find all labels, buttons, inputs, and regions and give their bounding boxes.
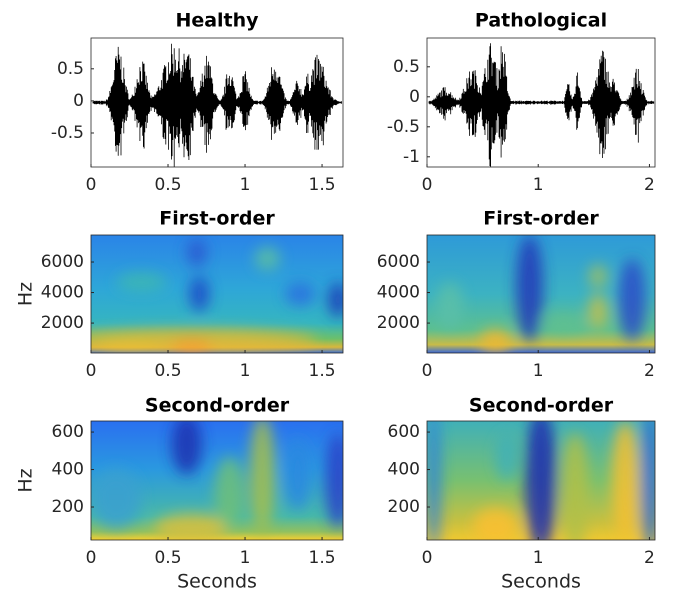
chart-title: Healthy xyxy=(175,10,259,32)
x-tick-label: 1.5 xyxy=(309,548,336,568)
plot-area xyxy=(427,421,655,540)
plot-area xyxy=(91,421,343,540)
plot-area xyxy=(91,235,343,353)
y-tick-label: 2000 xyxy=(377,313,420,333)
y-tick-label: 600 xyxy=(388,422,420,442)
y-tick-label: 0 xyxy=(73,91,84,111)
heatmap-blob xyxy=(541,314,587,333)
x-tick-label: 1 xyxy=(240,548,251,568)
x-tick-label: 0.5 xyxy=(154,548,181,568)
y-axis-label: Hz xyxy=(15,282,37,306)
heatmap-blob xyxy=(249,421,275,535)
heatmap-blob xyxy=(285,438,311,511)
heatmap-blob xyxy=(436,282,464,330)
heatmap-blob xyxy=(327,282,343,318)
plot-area xyxy=(427,38,655,167)
x-tick-label: 1 xyxy=(533,175,544,195)
x-tick-label: 1.5 xyxy=(309,175,336,195)
heatmap-blob xyxy=(171,337,212,353)
heatmap-blob xyxy=(561,432,589,540)
chart-title: Pathological xyxy=(475,10,607,32)
x-tick-label: 0.5 xyxy=(154,175,181,195)
heatmap-blob xyxy=(325,432,343,529)
chart-title: First-order xyxy=(483,208,599,230)
heatmap-blob xyxy=(472,507,519,540)
x-tick-label: 1.5 xyxy=(309,361,336,381)
x-axis-label: Seconds xyxy=(177,571,257,593)
y-tick-label: -1 xyxy=(403,147,420,167)
chart-title: Second-order xyxy=(469,395,614,417)
heatmap-texture xyxy=(436,235,646,353)
y-tick-label: 200 xyxy=(52,497,84,517)
y-tick-label: 6000 xyxy=(377,252,420,272)
x-tick-label: 1 xyxy=(240,361,251,381)
y-tick-label: 400 xyxy=(52,460,84,480)
x-tick-label: 0 xyxy=(422,361,433,381)
axes-box xyxy=(426,420,656,541)
x-tick-label: 0 xyxy=(86,175,97,195)
x-tick-label: 2 xyxy=(644,548,655,568)
y-tick-label: 400 xyxy=(388,460,420,480)
heatmap-blob xyxy=(495,432,519,481)
heatmap-blob xyxy=(515,235,544,342)
heatmap-texture xyxy=(91,238,343,353)
x-tick-label: 1 xyxy=(240,175,251,195)
y-tick-label: -0.5 xyxy=(51,123,84,143)
chart-title: First-order xyxy=(159,208,275,230)
heatmap-blob xyxy=(214,456,245,529)
chart-title: Second-order xyxy=(145,395,290,417)
plot-area xyxy=(427,235,655,353)
heatmap-blob xyxy=(285,282,316,306)
heatmap-blob xyxy=(154,513,230,540)
heatmap-blob xyxy=(186,238,207,267)
axes-box xyxy=(426,37,656,168)
y-tick-label: -0.5 xyxy=(387,117,420,137)
x-tick-label: 0 xyxy=(86,361,97,381)
axes-box xyxy=(90,37,344,168)
heatmap-blob xyxy=(525,421,557,540)
heatmap-blob xyxy=(427,421,441,540)
heatmap-blob xyxy=(171,421,202,475)
heatmap-blob xyxy=(641,421,655,540)
axes-box xyxy=(90,420,344,541)
heatmap-texture xyxy=(427,421,655,540)
heatmap-blob xyxy=(479,329,512,353)
y-tick-label: 0 xyxy=(409,87,420,107)
x-tick-label: 2 xyxy=(644,361,655,381)
waveform-trace xyxy=(92,43,342,167)
y-tick-label: 600 xyxy=(52,422,84,442)
heatmap-texture xyxy=(91,421,343,540)
y-axis-label: Hz xyxy=(15,468,37,492)
x-tick-label: 0.5 xyxy=(154,361,181,381)
heatmap-blob xyxy=(189,276,210,312)
heatmap-blob xyxy=(611,421,640,540)
axes-box xyxy=(90,234,344,354)
heatmap-blob xyxy=(588,294,608,330)
heatmap-blob xyxy=(618,258,646,342)
heatmap-blob xyxy=(588,264,608,289)
x-axis-label: Seconds xyxy=(501,571,581,593)
waveform-trace xyxy=(428,43,655,167)
x-tick-label: 2 xyxy=(644,175,655,195)
heatmap-blob xyxy=(98,341,160,353)
heatmap-blob xyxy=(116,272,167,292)
y-tick-label: 0.5 xyxy=(393,57,420,77)
y-tick-label: 4000 xyxy=(377,283,420,303)
axes-box xyxy=(426,234,656,354)
x-tick-label: 0 xyxy=(422,548,433,568)
y-tick-label: 2000 xyxy=(41,313,84,333)
x-tick-label: 0 xyxy=(86,548,97,568)
y-tick-label: 200 xyxy=(388,497,420,517)
x-tick-label: 0 xyxy=(422,175,433,195)
y-tick-label: 6000 xyxy=(41,252,84,272)
y-tick-label: 4000 xyxy=(41,283,84,303)
heatmap-blob xyxy=(254,246,280,271)
y-tick-label: 0.5 xyxy=(57,59,84,79)
x-tick-label: 1 xyxy=(533,548,544,568)
heatmap-blob xyxy=(91,468,142,529)
plot-area xyxy=(91,38,343,167)
x-tick-label: 1 xyxy=(533,361,544,381)
